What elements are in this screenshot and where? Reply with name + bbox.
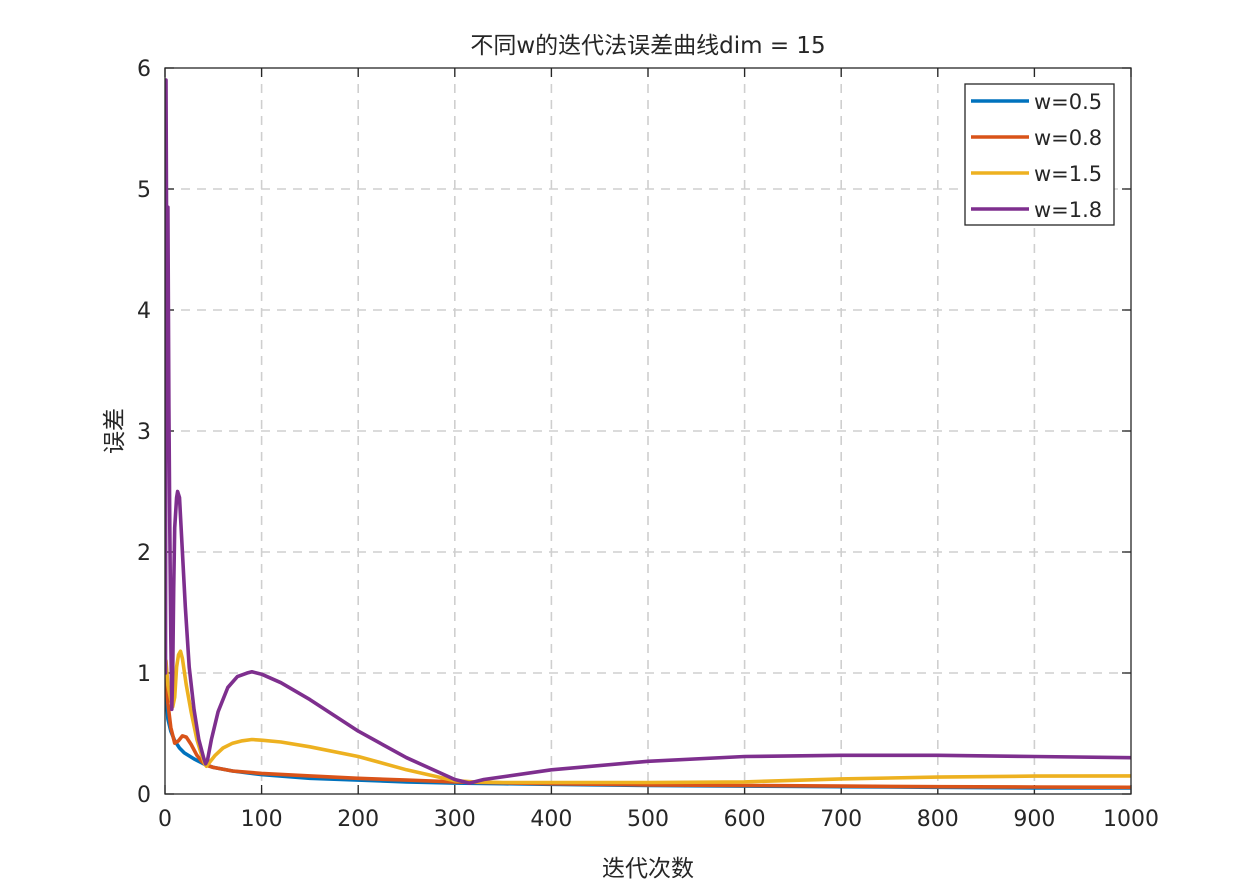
x-axis-label: 迭代次数 (602, 856, 694, 882)
y-tick-label: 3 (137, 420, 151, 445)
series-line-w-1-5 (165, 649, 1131, 785)
series-line-w-0-8 (165, 677, 1131, 790)
y-tick-label: 1 (137, 662, 151, 687)
x-tick-label: 0 (158, 807, 172, 832)
y-tick-label: 2 (137, 541, 151, 566)
series-line-w-1-8 (165, 78, 1131, 785)
x-tick-label: 700 (820, 807, 862, 832)
x-tick-label: 900 (1013, 807, 1055, 832)
plot-frame (164, 67, 1132, 795)
x-tick-label: 100 (241, 807, 283, 832)
legend-entry-label: w=1.5 (1034, 162, 1102, 186)
chart-title: 不同w的迭代法误差曲线dim = 15 (470, 33, 825, 59)
tick-labels: 0 100 200 300 400 500 600 700 800 900 1000 0 1 2 3 4 5 6 (137, 57, 1159, 832)
legend-entry-label: w=0.5 (1034, 90, 1102, 114)
legend-box (964, 83, 1115, 226)
x-tick-label: 800 (917, 807, 959, 832)
legend: w=0.5 w=0.8 w=1.5 w=1.8 (964, 83, 1115, 226)
y-tick-label: 0 (137, 783, 151, 808)
legend-entry-label: w=1.8 (1034, 198, 1102, 222)
y-tick-label: 4 (137, 299, 151, 324)
x-tick-label: 400 (530, 807, 572, 832)
x-tick-label: 300 (434, 807, 476, 832)
series-lines (165, 78, 1131, 790)
x-tick-label: 1000 (1103, 807, 1159, 832)
legend-entry-label: w=0.8 (1034, 126, 1102, 150)
y-tick-label: 5 (137, 178, 151, 203)
x-tick-label: 200 (337, 807, 379, 832)
x-tick-label: 500 (627, 807, 669, 832)
x-tick-label: 600 (724, 807, 766, 832)
y-axis-label: 误差 (102, 408, 128, 454)
y-tick-label: 6 (137, 57, 151, 82)
